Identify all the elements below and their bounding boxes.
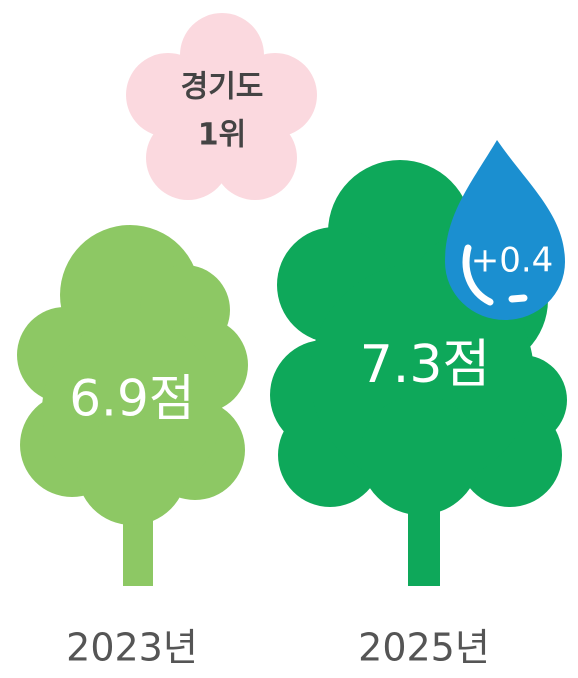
drop xyxy=(445,140,565,320)
badge-line: 1위 xyxy=(198,118,246,153)
year-label: 2023년 xyxy=(66,626,198,670)
score-change: +0.4 xyxy=(471,241,554,281)
badge-line: 경기도 xyxy=(181,70,264,105)
flower-badge xyxy=(126,13,317,200)
year-label: 2025년 xyxy=(358,626,490,670)
score: 6.9점 xyxy=(69,370,195,428)
score: 7.3점 xyxy=(360,335,491,395)
infographic: 경기도 1위 +0.4 6.9점 7.3점 2023년 2025년 xyxy=(0,0,578,678)
